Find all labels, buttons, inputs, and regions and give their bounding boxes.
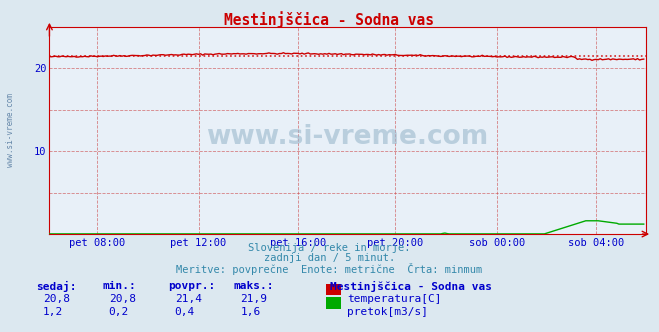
Text: Meritve: povprečne  Enote: metrične  Črta: minmum: Meritve: povprečne Enote: metrične Črta:… <box>177 263 482 275</box>
Text: 20,8: 20,8 <box>109 294 136 304</box>
Text: 0,4: 0,4 <box>175 307 195 317</box>
Text: pretok[m3/s]: pretok[m3/s] <box>347 307 428 317</box>
Text: www.si-vreme.com: www.si-vreme.com <box>206 124 489 149</box>
Text: www.si-vreme.com: www.si-vreme.com <box>6 93 15 167</box>
Text: Slovenija / reke in morje.: Slovenija / reke in morje. <box>248 243 411 253</box>
Text: 0,2: 0,2 <box>109 307 129 317</box>
Text: povpr.:: povpr.: <box>168 281 215 290</box>
Text: 1,2: 1,2 <box>43 307 63 317</box>
Text: Mestinjščica - Sodna vas: Mestinjščica - Sodna vas <box>225 12 434 29</box>
Text: 20,8: 20,8 <box>43 294 70 304</box>
Text: maks.:: maks.: <box>234 281 274 290</box>
Text: 1,6: 1,6 <box>241 307 261 317</box>
Text: 21,9: 21,9 <box>241 294 268 304</box>
Text: zadnji dan / 5 minut.: zadnji dan / 5 minut. <box>264 253 395 263</box>
Text: 21,4: 21,4 <box>175 294 202 304</box>
Text: Mestinjščica - Sodna vas: Mestinjščica - Sodna vas <box>330 281 492 291</box>
Text: temperatura[C]: temperatura[C] <box>347 294 442 304</box>
Text: min.:: min.: <box>102 281 136 290</box>
Text: sedaj:: sedaj: <box>36 281 76 291</box>
